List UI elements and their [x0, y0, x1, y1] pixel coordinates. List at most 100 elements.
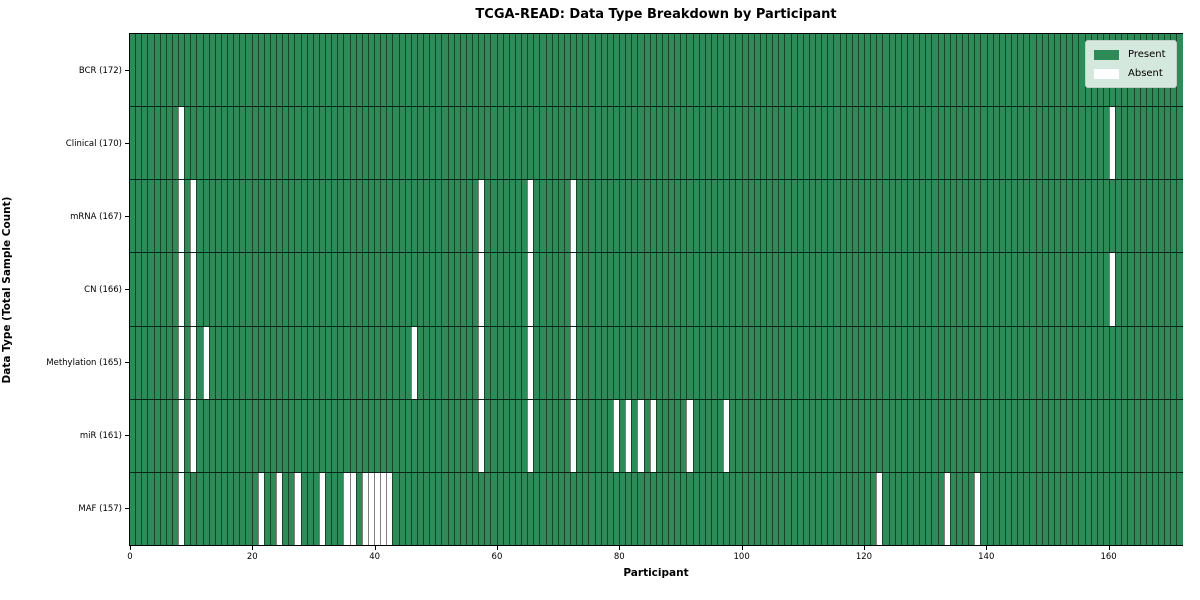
- heatmap-cell: [766, 399, 773, 472]
- heatmap-cell: [1066, 180, 1073, 253]
- heatmap-cell: [392, 180, 399, 253]
- heatmap-cell: [955, 107, 962, 180]
- heatmap-cell: [655, 34, 662, 107]
- heatmap-cell: [870, 472, 877, 545]
- heatmap-cell: [668, 399, 675, 472]
- heatmap-cell: [1078, 180, 1085, 253]
- heatmap-cell: [588, 180, 595, 253]
- heatmap-cell: [514, 34, 521, 107]
- heatmap-cell: [251, 107, 258, 180]
- heatmap-cell: [533, 326, 540, 399]
- heatmap-cell: [588, 399, 595, 472]
- heatmap-cell: [165, 34, 172, 107]
- heatmap-cell: [502, 326, 509, 399]
- heatmap-cell: [545, 253, 552, 326]
- heatmap-cell: [1090, 253, 1097, 326]
- heatmap-cell: [845, 180, 852, 253]
- heatmap-cell: [962, 107, 969, 180]
- heatmap-cell: [723, 399, 730, 472]
- heatmap-cell: [533, 472, 540, 545]
- heatmap-cell: [551, 107, 558, 180]
- heatmap-cell: [857, 34, 864, 107]
- heatmap-cell: [692, 472, 699, 545]
- x-tick-label: 160: [1100, 552, 1117, 562]
- heatmap-cell: [686, 180, 693, 253]
- heatmap-cell: [563, 34, 570, 107]
- heatmap-cell: [1035, 34, 1042, 107]
- heatmap-cell: [423, 180, 430, 253]
- heatmap-cell: [735, 399, 742, 472]
- heatmap-cell: [429, 326, 436, 399]
- heatmap-cell: [772, 180, 779, 253]
- heatmap-cell: [857, 253, 864, 326]
- heatmap-cell: [521, 326, 528, 399]
- heatmap-cell: [404, 107, 411, 180]
- heatmap-cell: [478, 180, 485, 253]
- heatmap-cell: [625, 180, 632, 253]
- heatmap-cell: [845, 107, 852, 180]
- heatmap-cell: [631, 107, 638, 180]
- heatmap-cell: [766, 34, 773, 107]
- heatmap-cell: [386, 326, 393, 399]
- heatmap-cell: [631, 34, 638, 107]
- heatmap-cell: [1041, 399, 1048, 472]
- heatmap-cell: [704, 472, 711, 545]
- heatmap-cell: [998, 399, 1005, 472]
- heatmap-cell: [435, 253, 442, 326]
- heatmap-cell: [410, 253, 417, 326]
- heatmap-cell: [355, 107, 362, 180]
- heatmap-cell: [306, 107, 313, 180]
- heatmap-cell: [380, 472, 387, 545]
- heatmap-cell: [1158, 107, 1165, 180]
- heatmap-cell: [227, 399, 234, 472]
- heatmap-cell: [159, 107, 166, 180]
- heatmap-cell: [594, 34, 601, 107]
- heatmap-cell: [282, 399, 289, 472]
- heatmap-cell: [147, 253, 154, 326]
- heatmap-cell: [343, 107, 350, 180]
- heatmap-cell: [1053, 107, 1060, 180]
- heatmap-cell: [392, 399, 399, 472]
- heatmap-cell: [710, 180, 717, 253]
- legend-label-present: Present: [1128, 49, 1166, 60]
- heatmap-cell: [766, 107, 773, 180]
- heatmap-cell: [747, 34, 754, 107]
- heatmap-cell: [888, 253, 895, 326]
- heatmap-cell: [153, 326, 160, 399]
- heatmap-cell: [674, 107, 681, 180]
- heatmap-cell: [563, 399, 570, 472]
- heatmap-cell: [992, 472, 999, 545]
- heatmap-cell: [190, 107, 197, 180]
- heatmap-cell: [220, 326, 227, 399]
- heatmap-cell: [325, 180, 332, 253]
- heatmap-cell: [710, 253, 717, 326]
- heatmap-cell: [643, 399, 650, 472]
- heatmap-cell: [851, 399, 858, 472]
- heatmap-cell: [1078, 34, 1085, 107]
- heatmap-cell: [245, 472, 252, 545]
- heatmap-cell: [496, 399, 503, 472]
- heatmap-cell: [214, 472, 221, 545]
- heatmap-cell: [245, 399, 252, 472]
- heatmap-cell: [1133, 472, 1140, 545]
- heatmap-cell: [588, 472, 595, 545]
- heatmap-cell: [619, 107, 626, 180]
- heatmap-cell: [1004, 326, 1011, 399]
- heatmap-cell: [913, 399, 920, 472]
- heatmap-cell: [355, 180, 362, 253]
- heatmap-cell: [1090, 180, 1097, 253]
- heatmap-cell: [1084, 399, 1091, 472]
- heatmap-cell: [704, 399, 711, 472]
- heatmap-cell: [949, 472, 956, 545]
- heatmap-cell: [288, 326, 295, 399]
- heatmap-cell: [325, 253, 332, 326]
- heatmap-cell: [1164, 326, 1171, 399]
- heatmap-cell: [202, 34, 209, 107]
- heatmap-cell: [612, 472, 619, 545]
- heatmap-cell: [649, 472, 656, 545]
- heatmap-cell: [582, 180, 589, 253]
- heatmap-cell: [423, 253, 430, 326]
- heatmap-cell: [741, 399, 748, 472]
- heatmap-cell: [288, 180, 295, 253]
- heatmap-cell: [778, 180, 785, 253]
